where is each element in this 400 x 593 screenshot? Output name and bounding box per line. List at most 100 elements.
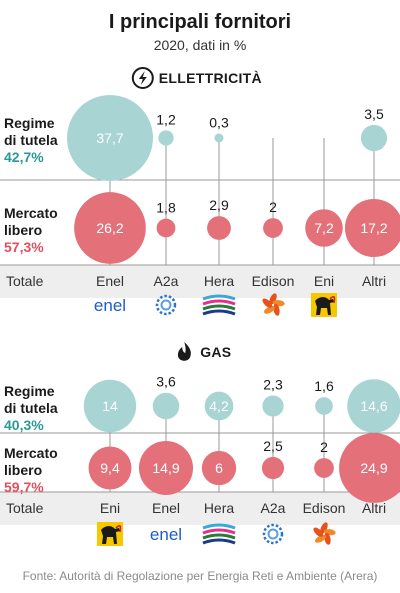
bubble-regime-di-tutela-a2a xyxy=(158,130,174,146)
value-label: 3,5 xyxy=(364,106,384,122)
value-label: 14,6 xyxy=(360,398,387,414)
value-label: 14,9 xyxy=(152,460,179,476)
eni-logo xyxy=(311,293,337,317)
category-label: Eni xyxy=(100,500,120,516)
series-name-line: di tutela xyxy=(4,132,58,148)
bubble-mercato-libero-hera xyxy=(207,216,231,240)
a2a-logo xyxy=(155,294,177,316)
value-label: 37,7 xyxy=(96,130,123,146)
bubble-mercato-libero-hera xyxy=(201,450,237,486)
value-label: 26,2 xyxy=(96,220,123,236)
category-label: Edison xyxy=(252,273,295,289)
total-label: Totale xyxy=(6,273,44,289)
value-label: 4,2 xyxy=(209,398,229,414)
lightning-bolt-icon xyxy=(131,67,154,89)
value-label: 1,2 xyxy=(156,111,176,127)
value-label: 14 xyxy=(102,398,118,414)
chart-title: I principali fornitori xyxy=(109,11,291,33)
total-band xyxy=(0,265,400,298)
series-total: 40,3% xyxy=(4,417,44,433)
category-label: Enel xyxy=(96,273,124,289)
svg-text:enel: enel xyxy=(94,296,126,315)
hera-logo xyxy=(202,523,236,545)
source-note: Fonte: Autorità di Regolazione per Energ… xyxy=(23,569,378,583)
series-name-line: Mercato xyxy=(4,205,58,221)
bubble-regime-di-tutela-enel xyxy=(152,392,180,420)
bubble-mercato-libero-altri xyxy=(344,198,400,258)
bubble-regime-di-tutela-edison xyxy=(315,397,333,415)
value-label: 2,3 xyxy=(263,376,283,392)
value-label: 2,9 xyxy=(209,197,229,213)
category-label: Altri xyxy=(362,500,386,516)
series-name-line: libero xyxy=(4,222,42,238)
bubble-regime-di-tutela-eni xyxy=(83,379,137,433)
bubble-mercato-libero-eni xyxy=(88,446,132,490)
bubble-regime-di-tutela-enel xyxy=(67,95,153,181)
bubble-regime-di-tutela-altri xyxy=(347,379,400,433)
bubble-mercato-libero-a2a xyxy=(156,218,176,238)
bubble-mercato-libero-edison xyxy=(314,458,334,478)
chart-subtitle: 2020, dati in % xyxy=(154,37,247,53)
total-label: Totale xyxy=(6,500,44,516)
edison-logo xyxy=(313,522,336,545)
eni-logo xyxy=(97,522,123,546)
category-label: Enel xyxy=(152,500,180,516)
value-label: 9,4 xyxy=(100,460,120,476)
value-label: 1,6 xyxy=(314,378,334,394)
bubble-regime-di-tutela-a2a xyxy=(262,395,284,417)
svg-text:enel: enel xyxy=(150,525,182,544)
bubble-regime-di-tutela-altri xyxy=(360,124,388,152)
bubble-mercato-libero-eni xyxy=(305,209,343,247)
value-label: 0,3 xyxy=(209,115,229,131)
category-label: Edison xyxy=(303,500,346,516)
bubble-regime-di-tutela-hera xyxy=(214,133,224,143)
category-label: Hera xyxy=(204,273,235,289)
series-total: 57,3% xyxy=(4,239,44,255)
panel-header: ELLETTRICITÀ xyxy=(131,67,262,89)
value-label: 7,2 xyxy=(314,220,334,236)
a2a-logo xyxy=(262,523,284,545)
value-label: 2,5 xyxy=(263,438,283,454)
series-name-line: Mercato xyxy=(4,445,58,461)
enel-logo: enel xyxy=(150,525,182,544)
bubble-mercato-libero-altri xyxy=(339,433,400,503)
value-label: 2 xyxy=(320,439,328,455)
series-name-line: libero xyxy=(4,462,42,478)
hera-logo xyxy=(202,294,236,316)
category-label: Hera xyxy=(204,500,235,516)
flame-icon xyxy=(177,342,191,361)
enel-logo: enel xyxy=(94,296,126,315)
category-label: Eni xyxy=(314,273,334,289)
bubble-mercato-libero-edison xyxy=(263,218,283,238)
bubble-regime-di-tutela-hera xyxy=(204,391,234,421)
value-label: 17,2 xyxy=(360,220,387,236)
series-name-line: di tutela xyxy=(4,400,58,416)
value-label: 24,9 xyxy=(360,460,387,476)
bubble-mercato-libero-enel xyxy=(138,440,194,496)
panel-title: ELLETTRICITÀ xyxy=(159,70,262,86)
series-name-line: Regime xyxy=(4,115,55,131)
bubble-mercato-libero-a2a xyxy=(261,456,285,480)
total-band xyxy=(0,492,400,525)
category-label: Altri xyxy=(362,273,386,289)
series-total: 59,7% xyxy=(4,479,44,495)
value-label: 3,6 xyxy=(156,374,176,390)
value-label: 6 xyxy=(215,460,223,476)
category-label: A2a xyxy=(154,273,179,289)
panel-title: GAS xyxy=(200,344,231,360)
category-label: A2a xyxy=(261,500,286,516)
edison-logo xyxy=(262,293,285,316)
bubble-mercato-libero-enel xyxy=(74,192,146,264)
series-total: 42,7% xyxy=(4,149,44,165)
panel-header: GAS xyxy=(177,342,231,361)
value-label: 2 xyxy=(269,199,277,215)
series-name-line: Regime xyxy=(4,383,55,399)
